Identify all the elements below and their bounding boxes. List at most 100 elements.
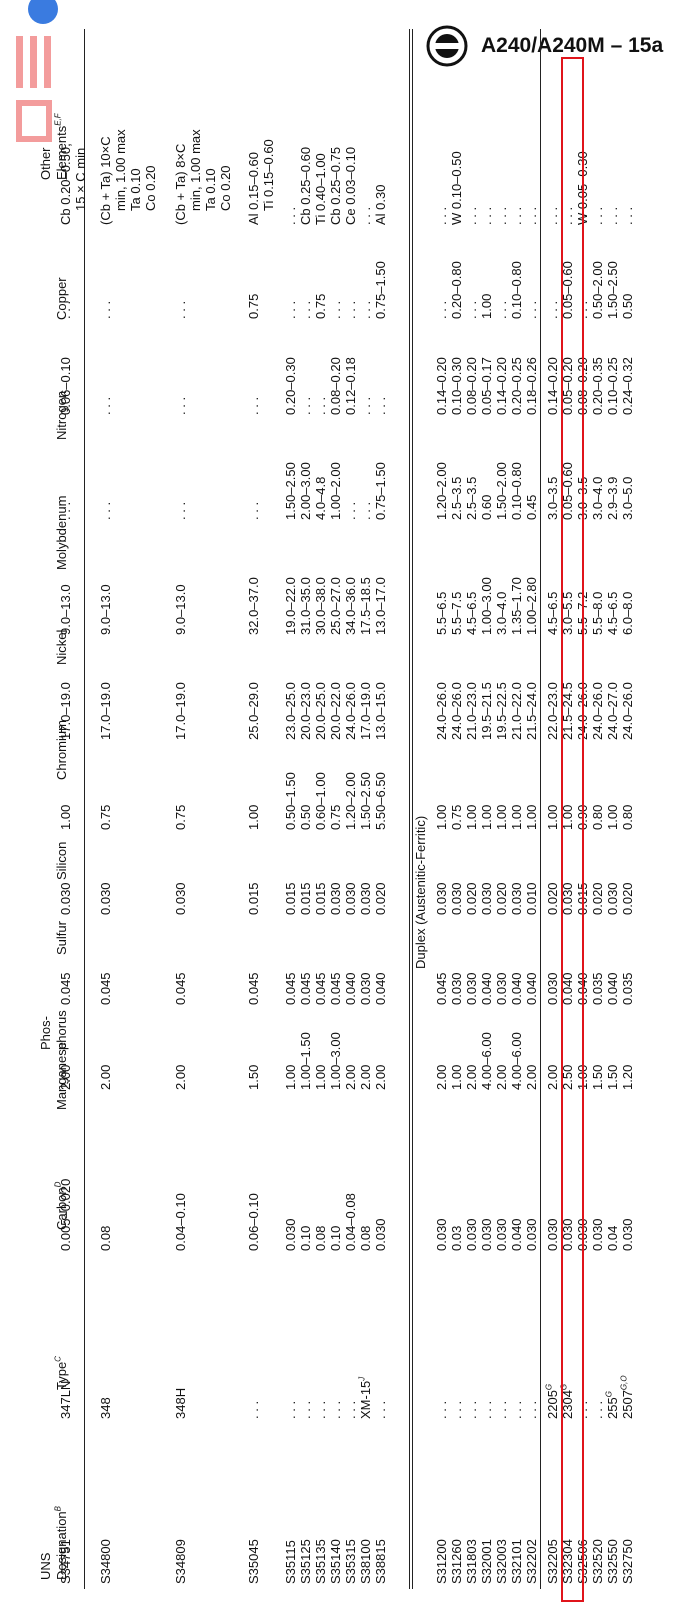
table-cell: 0.030 xyxy=(358,882,373,915)
table-cell: 17.0–19.0 xyxy=(358,682,373,740)
table-cell: 2.00 xyxy=(373,1064,388,1090)
table-cell: Cb 0.25–0.60 xyxy=(298,146,313,225)
table-cell: 0.045 xyxy=(283,972,298,1005)
table-cell: 0.040 xyxy=(524,972,539,1005)
table-cell: 21.0–23.0 xyxy=(464,682,479,740)
cell-line: Ta 0.10 xyxy=(128,168,143,211)
table-cell: 2.00 xyxy=(494,1064,509,1090)
table-cell: 5.50–6.50 xyxy=(373,772,388,830)
table-cell: . . . xyxy=(246,396,261,415)
cell-line: Ti 0.15–0.60 xyxy=(261,139,276,211)
footnote-ref: C xyxy=(53,1356,63,1362)
table-cell: 0.030 xyxy=(479,882,494,915)
table-cell: 0.20–0.35 xyxy=(590,357,605,415)
table-cell: Cb 0.25–0.75 xyxy=(328,146,343,225)
table-cell: 5.5–6.5 xyxy=(434,591,449,635)
table-cell: 1.20 xyxy=(620,1064,635,1090)
column-header: Phos-phorus xyxy=(38,1010,70,1050)
footnote-ref: E,F xyxy=(53,113,63,126)
table-cell: 0.03 xyxy=(449,1225,464,1251)
rule-line xyxy=(412,29,413,1589)
table-cell: Al 0.30 xyxy=(373,184,388,225)
table-cell: 1.00–3.00 xyxy=(328,1032,343,1090)
table-cell: 0.015 xyxy=(246,882,261,915)
section-title: Duplex (Austenitic-Ferritic) xyxy=(413,815,428,969)
table-cell: 17.0–19.0 xyxy=(58,682,73,740)
table-cell: 0.75–1.50 xyxy=(373,261,388,319)
table-cell: . . . xyxy=(358,396,373,415)
table-cell: . . . xyxy=(464,206,479,225)
table-cell: 2205G xyxy=(545,1384,560,1419)
table-cell: 0.10–0.80 xyxy=(509,261,524,319)
table-cell: S32520 xyxy=(590,1539,605,1584)
table-cell: 0.80 xyxy=(590,804,605,830)
table-cell: 0.020 xyxy=(545,882,560,915)
table-cell: 0.50 xyxy=(298,804,313,830)
table-cell: . . . xyxy=(464,1400,479,1419)
table-cell: Al 0.15–0.60 Ti 0.15–0.60 xyxy=(246,139,276,225)
table-cell: 0.045 xyxy=(98,972,113,1005)
app-badge xyxy=(28,0,58,24)
header-text: UNS xyxy=(38,1552,53,1580)
cell-line: min, 1.00 max xyxy=(113,129,128,211)
header-line: Other xyxy=(38,113,54,180)
table-cell: S34751 xyxy=(58,1539,73,1584)
table-cell: 0.040 xyxy=(509,972,524,1005)
table-cell: . . . xyxy=(358,206,373,225)
table-cell: 0.030 xyxy=(434,882,449,915)
table-cell: 0.045 xyxy=(328,972,343,1005)
table-cell: 9.0–13.0 xyxy=(98,584,113,635)
astm-logo xyxy=(426,25,468,67)
table-cell: 2.00 xyxy=(358,1064,373,1090)
table-cell: 1.00 xyxy=(283,1064,298,1090)
table-cell: 0.75 xyxy=(449,804,464,830)
table-cell: 0.030 xyxy=(545,972,560,1005)
table-cell: . . . xyxy=(98,501,113,520)
table-cell: . . . xyxy=(524,1400,539,1419)
table-cell: 2.00 xyxy=(173,1064,188,1090)
table-cell: . . . xyxy=(620,206,635,225)
table-cell: 0.45 xyxy=(524,494,539,520)
table-cell: . . . xyxy=(298,300,313,319)
table-cell: 32.0–37.0 xyxy=(246,577,261,635)
cell-line: Ta 0.10 xyxy=(203,168,218,211)
table-cell: 0.14–0.20 xyxy=(494,357,509,415)
table-cell: 0.75 xyxy=(246,293,261,319)
table-cell: . . . xyxy=(449,1400,464,1419)
table-cell: 0.045 xyxy=(313,972,328,1005)
header-text: Silicon xyxy=(54,841,69,880)
footnote-ref: J xyxy=(357,1376,367,1381)
table-cell: . . . xyxy=(434,1400,449,1419)
table-cell: 4.5–6.5 xyxy=(605,591,620,635)
table-cell: 24.0–26.0 xyxy=(449,682,464,740)
header-line: Phos- xyxy=(38,1010,54,1050)
table-cell: S32750 xyxy=(620,1539,635,1584)
table-cell: 0.030 xyxy=(343,882,358,915)
table-cell: 0.60 xyxy=(479,494,494,520)
table-cell: 4.5–6.5 xyxy=(464,591,479,635)
table-cell: Ti 0.40–1.00 xyxy=(313,153,328,225)
table-cell: 19.5–22.5 xyxy=(494,682,509,740)
table-cell: S38815 xyxy=(373,1539,388,1584)
table-cell: 21.0–22.0 xyxy=(509,682,524,740)
header-line: UNS xyxy=(38,1506,54,1580)
table-cell: 0.030 xyxy=(494,972,509,1005)
table-cell: S32205 xyxy=(545,1539,560,1584)
header-text: Phos- xyxy=(38,1016,53,1050)
table-cell: 0.030 xyxy=(545,1218,560,1251)
table-cell: 0.040 xyxy=(479,972,494,1005)
cell-text: 2507 xyxy=(620,1390,635,1419)
table-cell: 20.0–23.0 xyxy=(298,682,313,740)
table-cell: 1.00 xyxy=(545,804,560,830)
table-cell: 4.00–6.00 xyxy=(479,1032,494,1090)
table-cell: 2.00 xyxy=(464,1064,479,1090)
table-cell: 1.00 xyxy=(246,804,261,830)
table-cell: 0.015 xyxy=(313,882,328,915)
table-cell: 2.00 xyxy=(98,1064,113,1090)
table-cell: Ce 0.03–0.10 xyxy=(343,146,358,225)
header-line: Silicon xyxy=(54,842,70,880)
column-header: Sulfur xyxy=(54,921,70,955)
table-cell: 2.5–3.5 xyxy=(449,476,464,520)
